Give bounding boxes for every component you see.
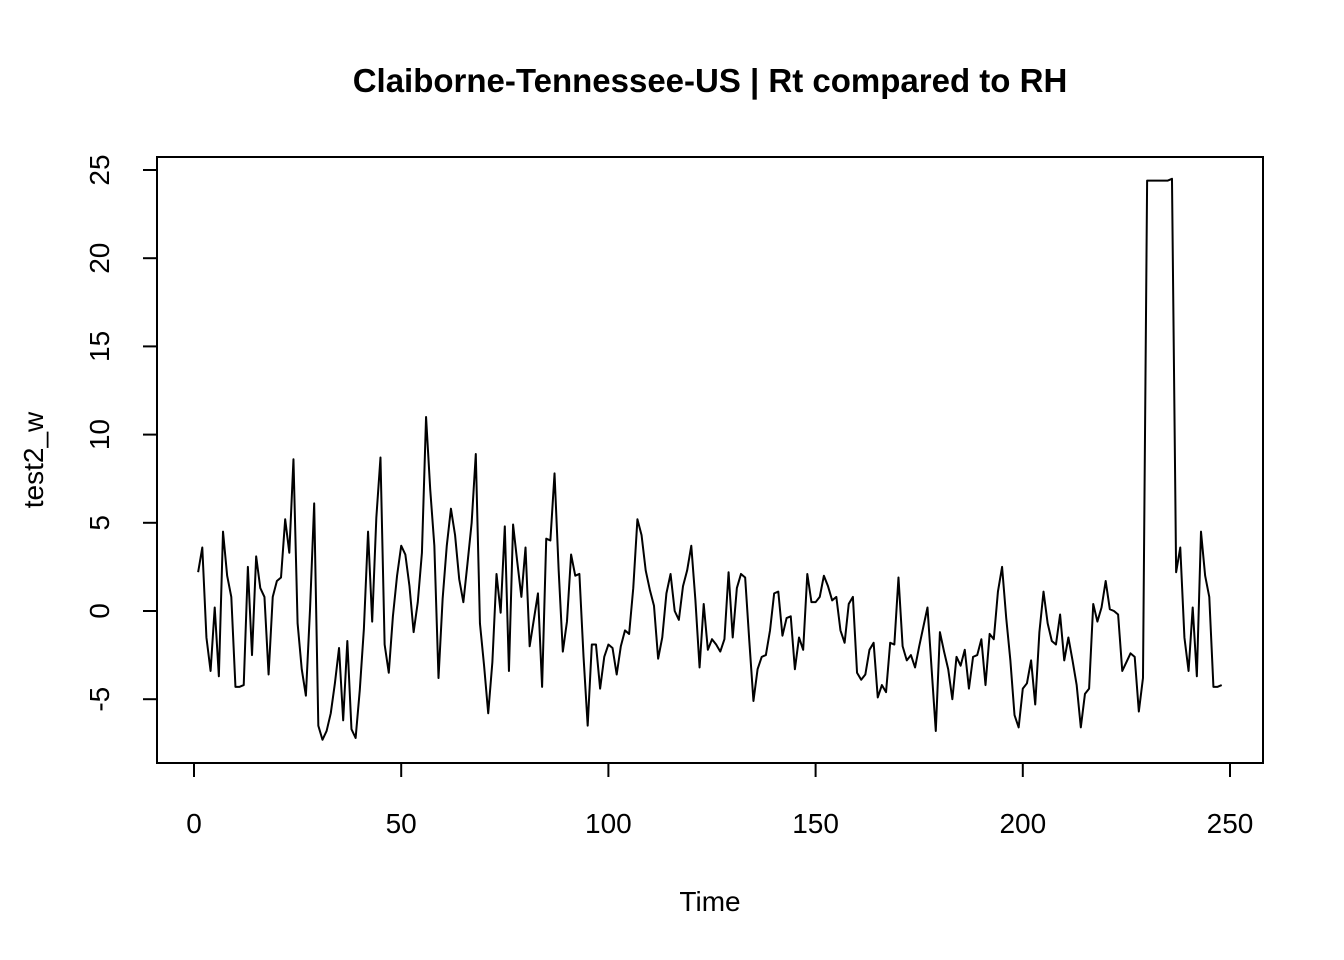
x-tick-label: 250 [1207, 808, 1254, 839]
y-tick-label: 10 [84, 419, 115, 450]
y-axis-label: test2_w [18, 411, 49, 508]
y-tick-label: 0 [84, 603, 115, 619]
x-tick-label: 0 [186, 808, 202, 839]
x-tick-label: 100 [585, 808, 632, 839]
y-tick-label: 25 [84, 154, 115, 185]
y-tick-label: 5 [84, 515, 115, 531]
x-tick-label: 150 [792, 808, 839, 839]
x-axis-label: Time [679, 886, 740, 917]
plot-frame [156, 156, 1264, 764]
x-tick-label: 50 [386, 808, 417, 839]
y-tick-label: 20 [84, 243, 115, 274]
x-axis: 0 50 100 150 200 250 [186, 762, 1254, 839]
series-layer [197, 177, 1223, 741]
x-tick-label: 200 [999, 808, 1046, 839]
y-axis: -5 0 5 10 15 20 25 [84, 154, 158, 712]
y-tick-label: -5 [84, 687, 115, 712]
y-tick-label: 15 [84, 331, 115, 362]
series-line [197, 177, 1223, 741]
chart-title: Claiborne-Tennessee-US | Rt compared to … [353, 62, 1068, 99]
